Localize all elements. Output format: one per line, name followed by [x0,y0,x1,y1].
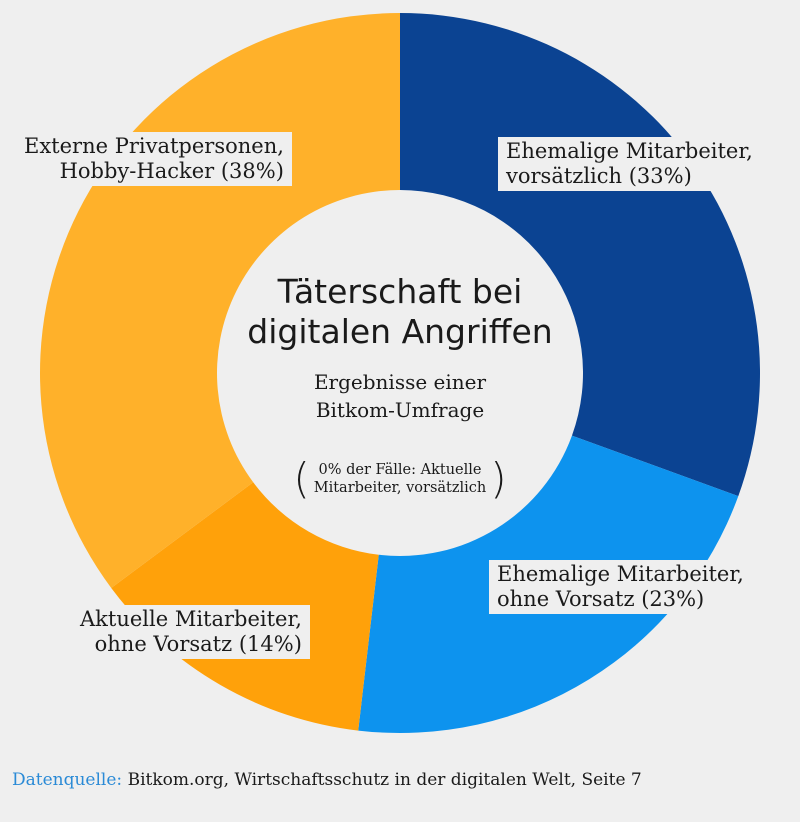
label-line: vorsätzlich (33%) [506,164,692,188]
subtitle-line: Bitkom-Umfrage [315,398,485,422]
label-aktuelle-ohne-vorsatz: Aktuelle Mitarbeiter, ohne Vorsatz (14%) [72,605,310,659]
note-text: 0% der Fälle: Aktuelle Mitarbeiter, vors… [310,461,491,497]
label-line: Ehemalige Mitarbeiter, [506,139,753,163]
right-parenthesis: ) [490,454,507,503]
label-line: ohne Vorsatz (14%) [94,632,302,656]
chart-note: ( 0% der Fälle: Aktuelle Mitarbeiter, vo… [272,458,528,500]
title-line: Täterschaft bei [277,272,523,311]
title-line: digitalen Angriffen [247,312,553,351]
source-label: Datenquelle: [12,770,123,790]
label-line: Ehemalige Mitarbeiter, [497,562,744,586]
label-line: ohne Vorsatz (23%) [497,587,705,611]
note-line: 0% der Fälle: Aktuelle [318,462,482,478]
label-line: Externe Privatpersonen, [24,134,284,158]
chart-subtitle: Ergebnisse einer Bitkom-Umfrage [250,368,550,424]
label-externe-privatpersonen: Externe Privatpersonen, Hobby-Hacker (38… [16,132,292,186]
data-source: Datenquelle: Bitkom.org, Wirtschaftsschu… [12,770,642,790]
note-line: Mitarbeiter, vorsätzlich [313,480,487,496]
label-ehemalige-vorsaetzlich: Ehemalige Mitarbeiter, vorsätzlich (33%) [498,137,761,191]
label-line: Aktuelle Mitarbeiter, [80,607,302,631]
label-line: Hobby-Hacker (38%) [59,159,284,183]
subtitle-line: Ergebnisse einer [313,370,487,394]
source-text: Bitkom.org, Wirtschaftsschutz in der dig… [127,770,642,790]
slice-ehemalige-vorsaetzlich [400,13,761,497]
label-ehemalige-ohne-vorsatz: Ehemalige Mitarbeiter, ohne Vorsatz (23%… [489,560,752,614]
chart-title: Täterschaft bei digitalen Angriffen [200,272,600,352]
left-parenthesis: ( [293,454,310,503]
